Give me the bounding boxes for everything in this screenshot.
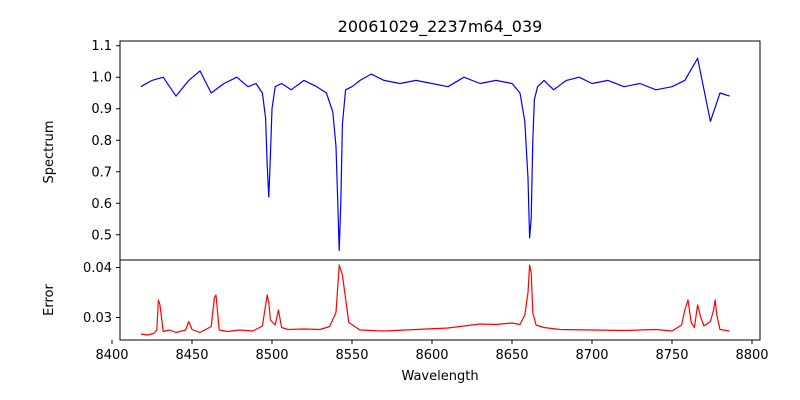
spectrum-series-line — [140, 57, 730, 252]
spectrum-y-tick-label: 0.5 — [91, 228, 112, 243]
spectrum-y-tick-label: 0.6 — [91, 197, 112, 212]
x-tick-label: 8650 — [495, 348, 528, 363]
error-y-tick-label: 0.03 — [83, 311, 112, 326]
chart-title: 20061029_2237m64_039 — [338, 17, 543, 37]
spectrum-y-tick-label: 0.9 — [91, 102, 112, 117]
error-panel: 0.03 0.04 8400 8450 8500 8550 8600 8650 8700 875… — [42, 259, 769, 384]
x-axis-label: Wavelength — [401, 369, 478, 384]
spectrum-y-ticks: 0.5 0.6 0.7 0.8 0.9 1.0 1.1 — [91, 39, 120, 243]
x-tick-label: 8550 — [335, 348, 368, 363]
spectrum-y-tick-label: 0.7 — [91, 165, 112, 180]
error-y-label: Error — [42, 284, 57, 316]
spectrum-y-tick-label: 1.0 — [91, 71, 112, 86]
x-tick-label: 8700 — [575, 348, 608, 363]
x-tick-label: 8500 — [255, 348, 288, 363]
spectrum-y-tick-label: 0.8 — [91, 134, 112, 149]
x-tick-label: 8750 — [655, 348, 688, 363]
x-tick-label: 8800 — [735, 348, 768, 363]
error-axes-frame — [119, 259, 761, 341]
wavelength-x-ticks: 8400 8450 8500 8550 8600 8650 8700 8750 8800 — [95, 340, 769, 363]
x-tick-label: 8400 — [95, 348, 128, 363]
spectrum-y-label: Spectrum — [42, 121, 57, 184]
x-tick-label: 8450 — [175, 348, 208, 363]
error-y-ticks: 0.03 0.04 — [83, 261, 120, 326]
error-y-tick-label: 0.04 — [83, 261, 112, 276]
spectrum-y-tick-label: 1.1 — [91, 39, 112, 54]
spectrum-panel: 0.5 0.6 0.7 0.8 0.9 1.0 1.1 Spectrum — [42, 39, 761, 261]
error-series-line — [140, 264, 730, 336]
x-tick-label: 8600 — [415, 348, 448, 363]
